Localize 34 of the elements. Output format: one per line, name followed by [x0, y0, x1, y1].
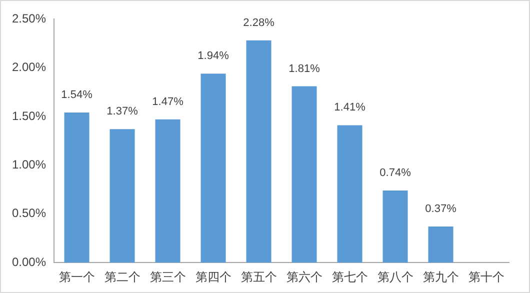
bar — [155, 119, 180, 263]
data-label: 2.28% — [243, 16, 275, 29]
x-tick-label: 第八个 — [377, 270, 414, 284]
x-tick-label: 第五个 — [240, 270, 277, 284]
y-tick-label: 1.50% — [12, 108, 46, 123]
bar — [292, 86, 317, 263]
x-tick-label: 第七个 — [332, 270, 368, 284]
x-tick-label: 第一个 — [58, 270, 95, 284]
y-tick-label: 2.50% — [12, 11, 46, 26]
bar — [64, 112, 90, 263]
x-tick-label: 第十个 — [468, 270, 504, 284]
bar — [110, 129, 135, 263]
bar — [428, 226, 454, 263]
data-label: 1.54% — [61, 89, 93, 102]
data-label: 1.81% — [288, 62, 320, 75]
x-tick-label: 第四个 — [195, 270, 232, 284]
y-tick-label: 2.00% — [12, 60, 46, 74]
data-label: 0.37% — [425, 203, 457, 216]
data-label: 1.37% — [106, 106, 138, 118]
x-tick-label: 第九个 — [422, 270, 459, 284]
data-label: 1.94% — [198, 50, 230, 62]
bar — [337, 125, 362, 263]
bar — [200, 74, 226, 263]
bar — [246, 40, 272, 263]
x-tick-label: 第六个 — [286, 270, 322, 284]
y-tick-label: 1.00% — [12, 157, 46, 172]
x-tick-label: 第二个 — [104, 270, 140, 284]
data-label: 1.41% — [334, 102, 366, 114]
data-label: 0.74% — [380, 167, 412, 180]
data-label: 1.47% — [152, 96, 184, 108]
bar — [382, 190, 408, 263]
x-tick-label: 第三个 — [150, 270, 186, 284]
y-tick-label: 0.00% — [12, 254, 46, 269]
y-tick-label: 0.50% — [12, 206, 46, 220]
